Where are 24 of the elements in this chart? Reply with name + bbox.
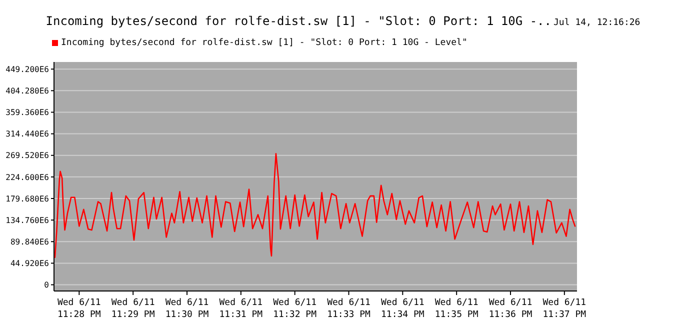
x-tick-label: Wed 6/11 11:37 PM bbox=[542, 298, 587, 320]
y-tick-label: 0 bbox=[44, 280, 50, 290]
x-tick-label: Wed 6/11 11:29 PM bbox=[111, 298, 156, 320]
y-tick-label: 89.840E6 bbox=[10, 237, 50, 246]
x-tick-label: Wed 6/11 11:34 PM bbox=[380, 298, 425, 320]
y-tick-label: 179.680E6 bbox=[6, 194, 50, 204]
y-tick-label: 269.520E6 bbox=[6, 151, 50, 160]
x-tick-label: Wed 6/11 11:33 PM bbox=[327, 298, 371, 320]
y-tick-label: 314.440E6 bbox=[6, 130, 50, 139]
y-tick-label: 449.200E6 bbox=[6, 64, 50, 74]
text: Jul 14, 12:16:26 bbox=[554, 18, 640, 28]
y-tick-label: 134.760E6 bbox=[6, 216, 50, 225]
y-tick-label: 359.360E6 bbox=[6, 108, 50, 118]
y-tick-label: 44.920E6 bbox=[10, 259, 50, 268]
x-tick-label: Wed 6/11 11:28 PM bbox=[57, 298, 102, 320]
legend-label: Incoming bytes/second for rolfe-dist.sw [1] - "Slot: 0 Port: 1 10G - Level" bbox=[61, 38, 468, 48]
x-tick-label: Wed 6/11 11:35 PM bbox=[434, 298, 479, 320]
chart-title: Incoming bytes/second for rolfe-dist.sw [1] - "Slot: 0 Port: 1 10G -.. bbox=[46, 14, 552, 28]
x-tick-label: Wed 6/11 11:32 PM bbox=[273, 298, 318, 320]
y-tick-label: 404.280E6 bbox=[6, 86, 50, 96]
y-tick-label: 224.600E6 bbox=[6, 172, 50, 182]
x-tick-label: Wed 6/11 11:30 PM bbox=[165, 298, 210, 320]
x-tick-label: Wed 6/11 11:36 PM bbox=[488, 298, 533, 320]
x-tick-label: Wed 6/11 11:31 PM bbox=[219, 298, 264, 320]
